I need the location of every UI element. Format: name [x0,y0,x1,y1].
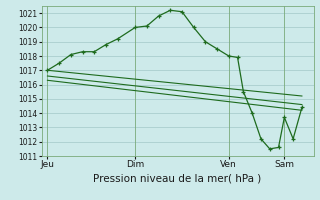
X-axis label: Pression niveau de la mer( hPa ): Pression niveau de la mer( hPa ) [93,173,262,183]
